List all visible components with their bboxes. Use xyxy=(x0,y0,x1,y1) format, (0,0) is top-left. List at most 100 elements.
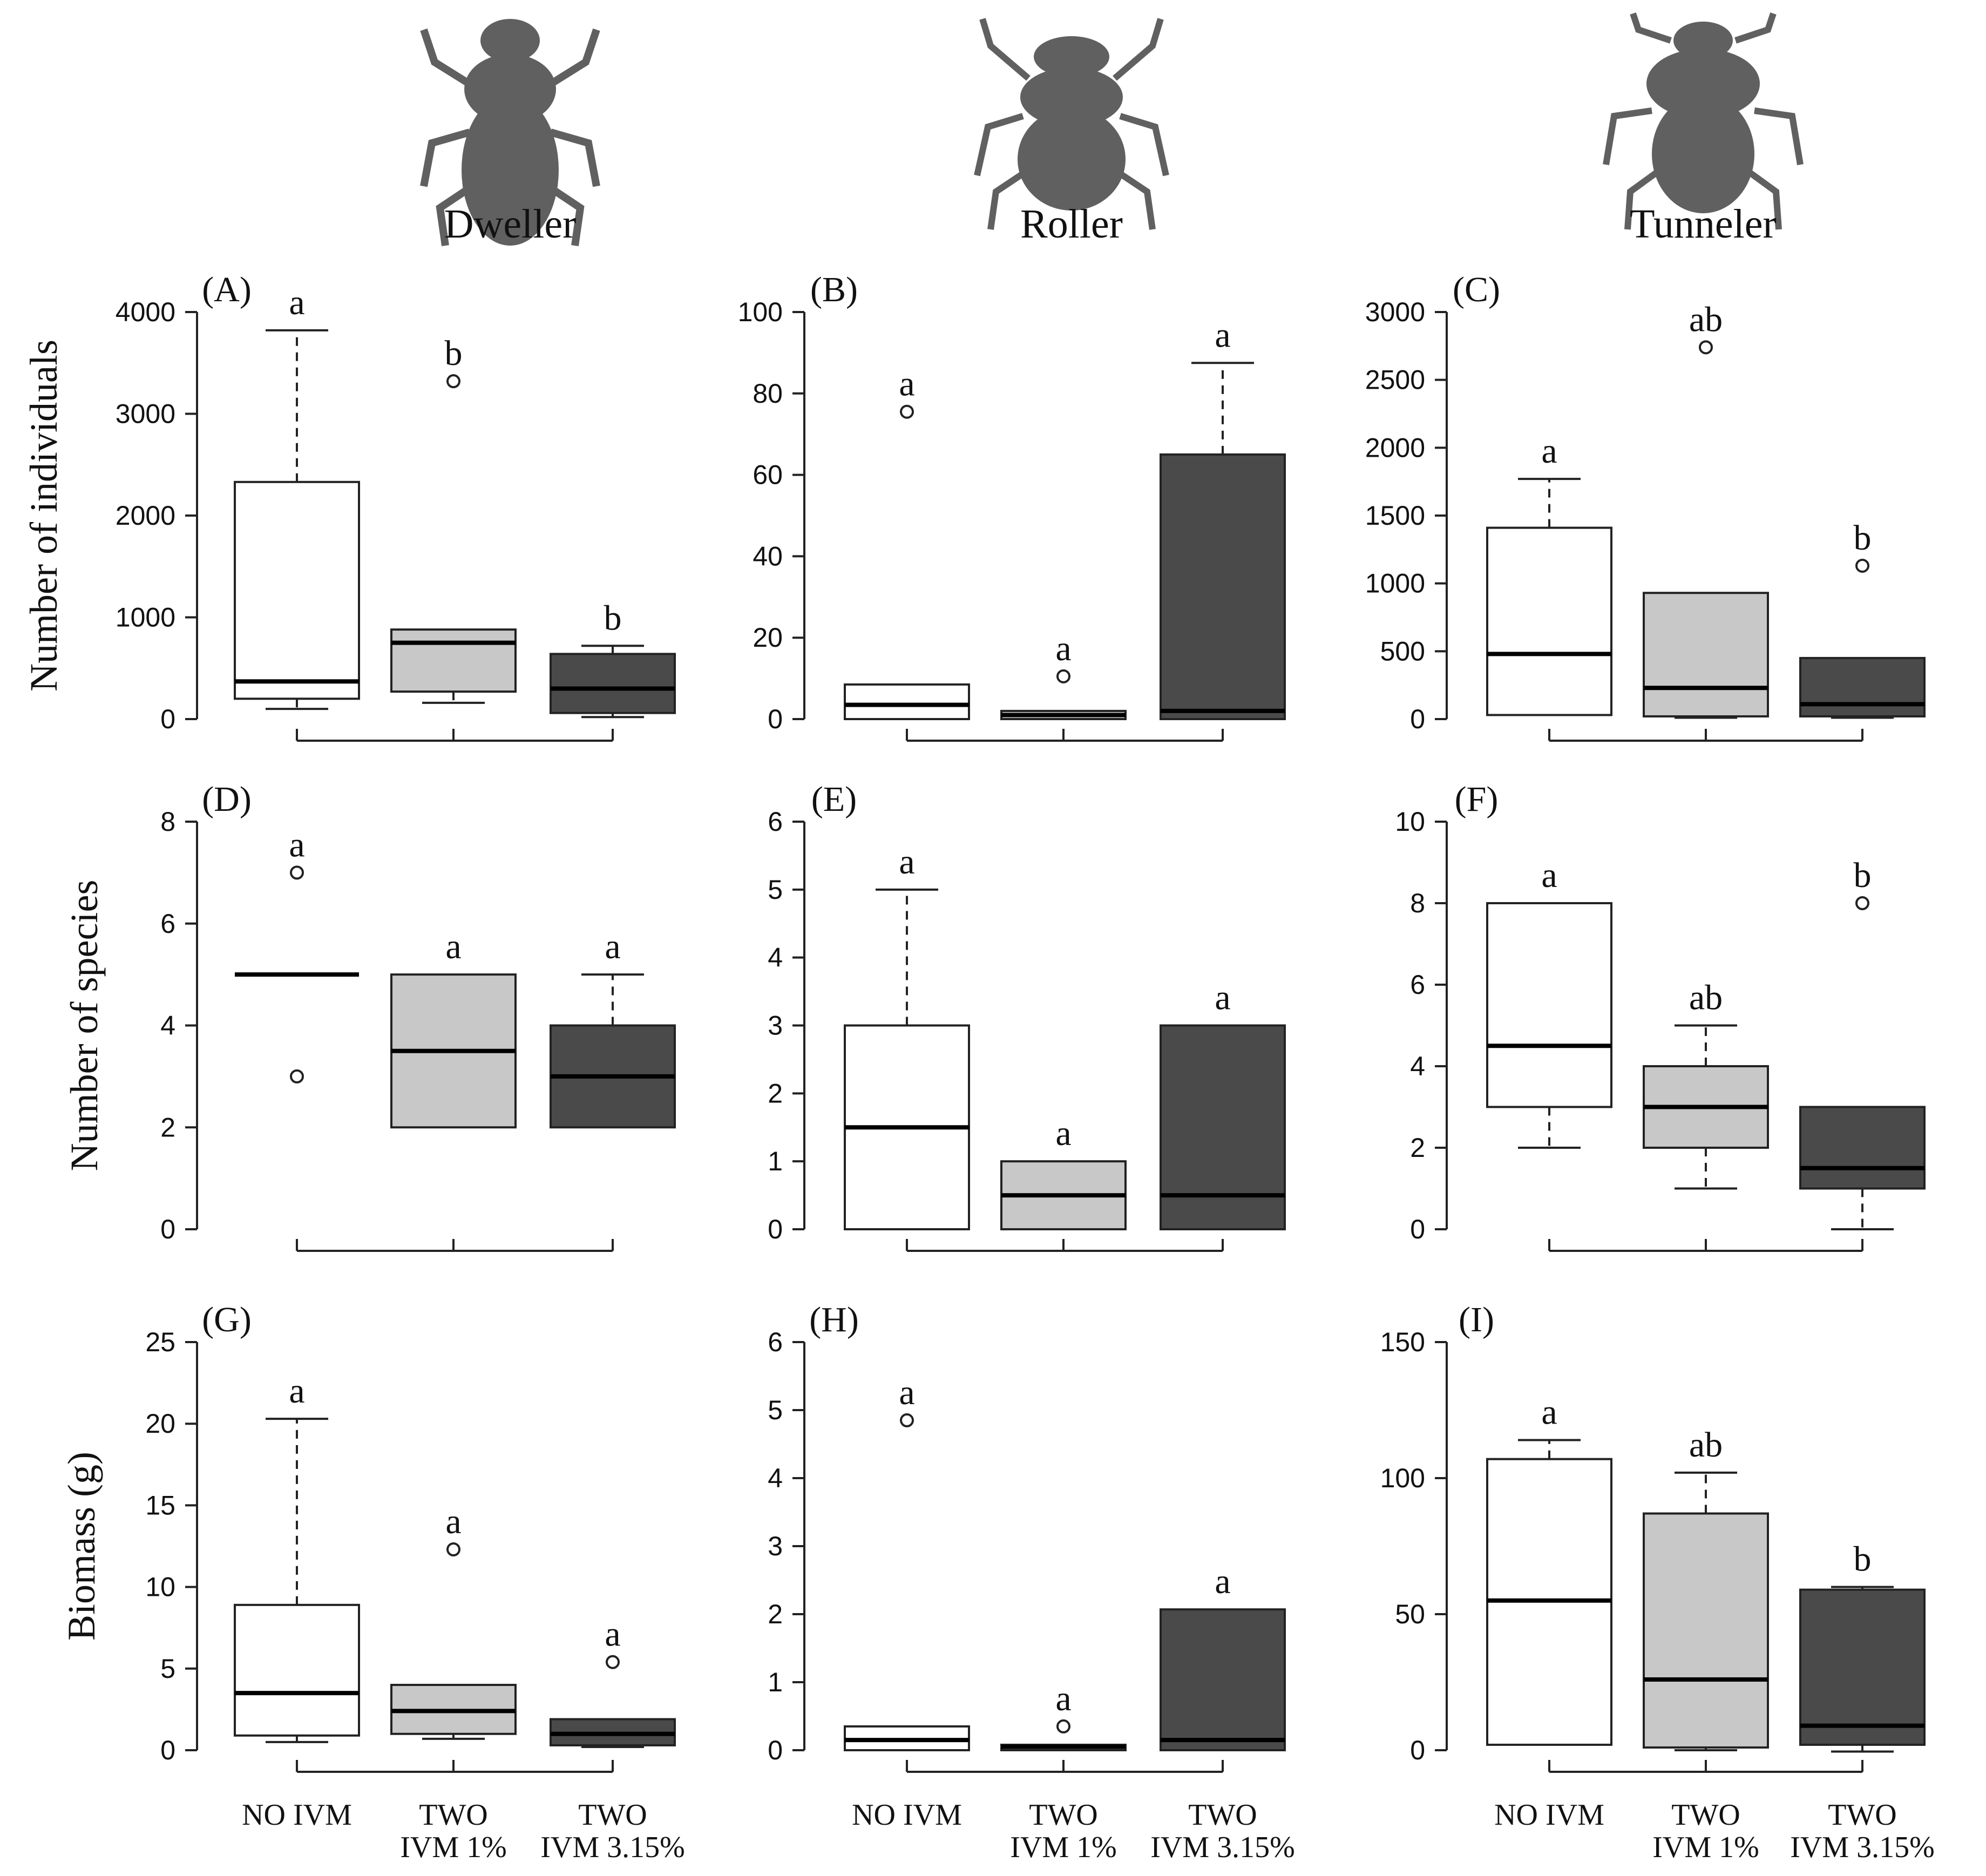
beetle-head xyxy=(1034,36,1109,77)
outlier-point xyxy=(446,374,460,389)
y-tick-label: 1 xyxy=(768,1146,783,1176)
y-tick-label: 0 xyxy=(1410,1735,1425,1765)
significance-letter: b xyxy=(604,598,622,638)
box-two-ivm-1-: a xyxy=(1000,629,1127,721)
outlier-point xyxy=(290,865,304,880)
box-two-ivm-1-: b xyxy=(390,334,517,704)
beetle-leg xyxy=(974,113,1024,177)
beetle-leg xyxy=(1754,107,1804,165)
significance-letter: b xyxy=(445,334,463,373)
significance-letter: ab xyxy=(1689,1425,1723,1465)
box-two-ivm-3-15-: a xyxy=(1160,978,1286,1230)
column-title: Tunneler xyxy=(1630,201,1777,247)
x-group-label: IVM 1% xyxy=(400,1831,507,1864)
y-tick-label: 6 xyxy=(160,909,175,939)
outlier-point xyxy=(900,404,914,419)
panel-c: 0 500 1000 1500 2000 2500 3000 (C) a ab b xyxy=(1365,270,1926,742)
roller-beetle-icon xyxy=(974,18,1169,230)
panel-label: (I) xyxy=(1459,1300,1494,1339)
y-axis-label: Number of species xyxy=(63,880,106,1171)
beetle-leg xyxy=(550,128,600,187)
beetle-abdomen xyxy=(1018,108,1126,211)
y-tick-label: 0 xyxy=(768,1214,783,1244)
x-group-label: TWO xyxy=(1828,1798,1897,1832)
y-tick-label: 0 xyxy=(1410,1214,1425,1244)
x-group-label: IVM 1% xyxy=(1652,1831,1759,1864)
y-tick-label: 2 xyxy=(1410,1133,1425,1163)
outlier-point xyxy=(1056,1719,1070,1733)
box-two-ivm-3-15-: a xyxy=(550,927,676,1129)
box-no-ivm: a xyxy=(234,283,360,710)
significance-letter: a xyxy=(289,1371,304,1411)
outlier-point xyxy=(606,1655,620,1669)
panel-label: (G) xyxy=(202,1300,252,1339)
box-iqr xyxy=(844,683,970,721)
box-iqr xyxy=(550,653,676,714)
y-tick-label: 4000 xyxy=(116,297,175,327)
panel-d: 0 2 4 6 8 (D) a a a xyxy=(160,780,676,1252)
y-tick-label: 2 xyxy=(768,1078,783,1108)
y-tick-label: 4 xyxy=(768,943,783,973)
significance-letter: a xyxy=(289,825,304,864)
significance-letter: a xyxy=(1055,629,1071,668)
y-tick-label: 20 xyxy=(145,1408,175,1439)
significance-letter: a xyxy=(289,283,304,322)
panel-e: 0 1 2 3 4 5 6 (E) a a a xyxy=(768,780,1286,1252)
beetle-leg xyxy=(540,28,600,92)
box-iqr xyxy=(1486,902,1612,1108)
column-title: Roller xyxy=(1020,201,1123,247)
significance-letter: b xyxy=(1854,1540,1872,1579)
y-axis-label: Number of individuals xyxy=(22,340,65,692)
outlier-point xyxy=(1056,669,1070,683)
significance-letter: a xyxy=(899,1373,914,1412)
box-no-ivm: a xyxy=(1486,431,1612,716)
significance-letter: a xyxy=(1541,856,1557,895)
box-no-ivm: a xyxy=(844,364,970,721)
y-tick-label: 10 xyxy=(1395,807,1425,837)
y-tick-label: 5 xyxy=(768,875,783,905)
y-tick-label: 2 xyxy=(768,1599,783,1629)
y-tick-label: 0 xyxy=(1410,704,1425,734)
significance-letter: b xyxy=(1854,856,1872,895)
outlier-point xyxy=(1855,558,1869,573)
significance-letter: a xyxy=(1541,431,1557,471)
box-no-ivm: a xyxy=(234,1371,360,1743)
x-group-label: NO IVM xyxy=(852,1798,962,1832)
significance-letter: a xyxy=(605,1615,620,1654)
y-tick-label: 20 xyxy=(753,622,783,653)
y-tick-label: 1000 xyxy=(116,602,175,633)
outlier-point xyxy=(900,1413,914,1427)
significance-letter: a xyxy=(445,1502,461,1541)
significance-letter: a xyxy=(605,927,620,966)
x-group-label: NO IVM xyxy=(242,1798,352,1832)
beetle-leg xyxy=(1113,18,1164,81)
y-tick-label: 8 xyxy=(160,807,175,837)
significance-letter: a xyxy=(1055,1679,1071,1718)
beetle-leg xyxy=(436,183,475,246)
beetle-leg xyxy=(1603,107,1652,165)
beetle-leg xyxy=(1113,167,1156,230)
box-iqr xyxy=(1799,656,1926,717)
y-tick-label: 15 xyxy=(145,1490,175,1520)
y-tick-label: 25 xyxy=(145,1327,175,1357)
box-iqr xyxy=(1160,1608,1286,1751)
y-tick-label: 500 xyxy=(1380,636,1425,666)
y-tick-label: 2000 xyxy=(1365,432,1425,463)
y-tick-label: 80 xyxy=(753,378,783,409)
y-tick-label: 6 xyxy=(1410,970,1425,1000)
y-tick-label: 60 xyxy=(753,460,783,490)
x-group-label: TWO xyxy=(419,1798,488,1832)
y-tick-label: 0 xyxy=(160,1214,175,1244)
dweller-beetle-icon xyxy=(420,19,600,246)
beetle-head xyxy=(480,19,540,62)
panel-b: 0 20 40 60 80 100 (B) a a a xyxy=(738,270,1286,742)
outlier-point xyxy=(1699,340,1713,355)
y-axis-label: Biomass (g) xyxy=(60,1452,103,1641)
box-two-ivm-1-: ab xyxy=(1643,1425,1769,1751)
y-tick-label: 3 xyxy=(768,1531,783,1561)
box-two-ivm-1-: a xyxy=(1000,1114,1127,1231)
x-group-label: NO IVM xyxy=(1494,1798,1604,1832)
y-tick-label: 3000 xyxy=(1365,297,1425,327)
